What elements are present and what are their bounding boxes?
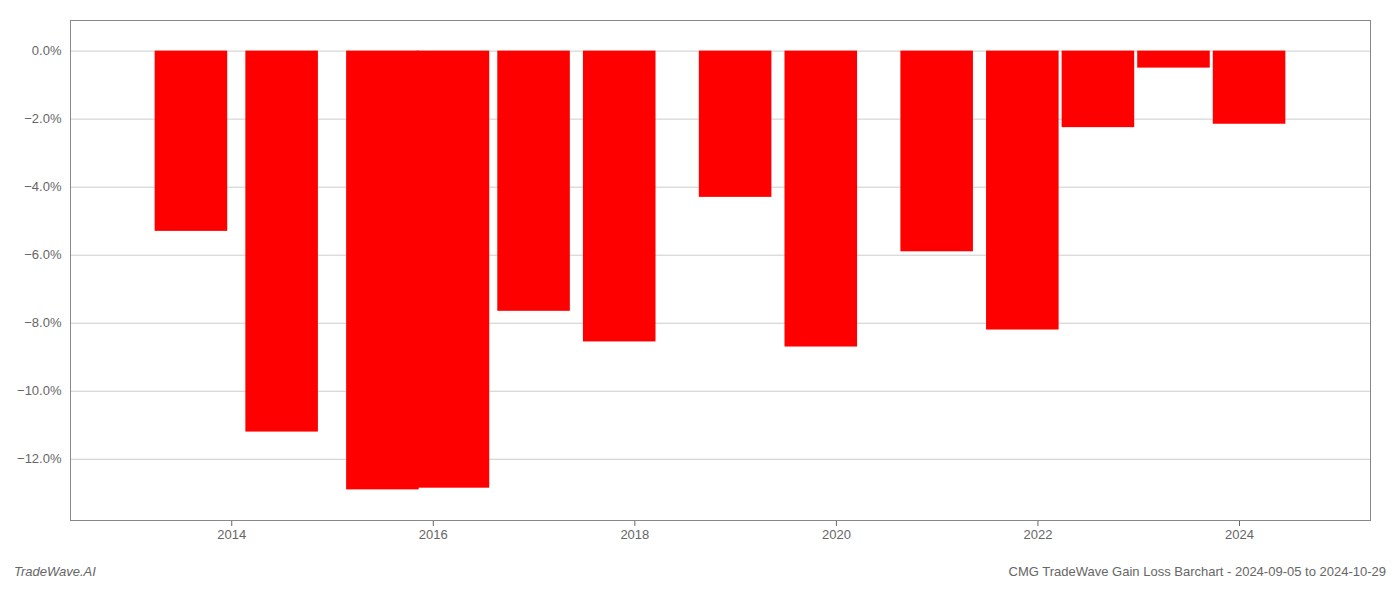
svg-text:2024: 2024	[1225, 527, 1254, 542]
svg-text:−6.0%: −6.0%	[24, 247, 62, 262]
svg-text:−10.0%: −10.0%	[17, 383, 62, 398]
svg-text:−2.0%: −2.0%	[24, 111, 62, 126]
svg-text:0.0%: 0.0%	[32, 43, 62, 58]
svg-text:2014: 2014	[217, 527, 246, 542]
svg-text:−12.0%: −12.0%	[17, 451, 62, 466]
svg-text:−8.0%: −8.0%	[24, 315, 62, 330]
svg-text:2020: 2020	[822, 527, 851, 542]
html-text:CMG TradeWave Gain Loss Barcha: CMG TradeWave Gain Loss Barchart - 2024-…	[1008, 564, 1386, 579]
svg-text:−4.0%: −4.0%	[24, 179, 62, 194]
svg-text:2022: 2022	[1023, 527, 1052, 542]
svg-text:2018: 2018	[620, 527, 649, 542]
svg-text:2016: 2016	[419, 527, 448, 542]
html-text:TradeWave.AI: TradeWave.AI	[14, 564, 96, 579]
